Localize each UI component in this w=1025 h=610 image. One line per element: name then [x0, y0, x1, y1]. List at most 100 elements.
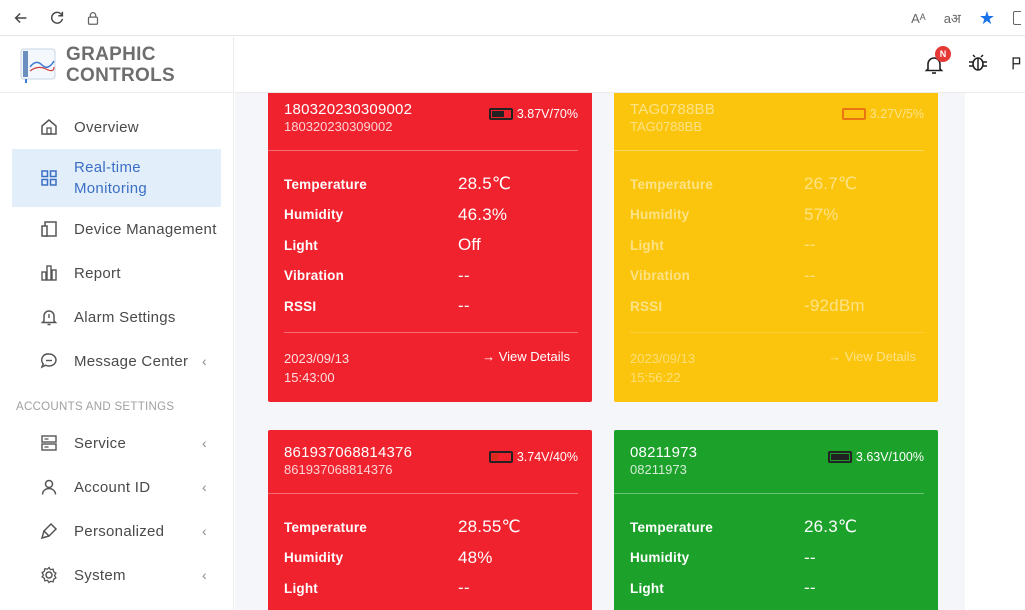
sidebar-item-label: System [74, 566, 126, 584]
read-aloud-icon[interactable]: Aᴬ [911, 10, 926, 26]
battery-text: 3.87V/70% [516, 107, 578, 121]
logo-mark-icon [20, 48, 56, 83]
metric-value: 26.3℃ [804, 517, 858, 537]
bug-icon[interactable] [967, 52, 989, 79]
last-update-time: 15:43:00 [284, 370, 335, 385]
last-update-date: 2023/09/13 [284, 351, 350, 366]
metric-label: Light [630, 580, 664, 596]
notification-bell-icon[interactable]: N [923, 46, 951, 76]
sidebar-item-report[interactable]: Report [12, 251, 221, 295]
device-card[interactable]: 861937068814376 861937068814376 3.74V/40… [268, 430, 592, 610]
battery-status: 3.74V/40% [488, 450, 578, 464]
favorite-star-icon[interactable]: ★ [978, 7, 995, 28]
sidebar-item-account-id[interactable]: Account ID ‹ [12, 465, 221, 509]
metric-row: Temperature 26.7℃ [630, 169, 922, 200]
last-update-date: 2023/09/13 [630, 351, 696, 366]
notification-badge: N [935, 46, 951, 62]
metric-row: RSSI -- [284, 291, 576, 322]
metric-label: Vibration [284, 268, 345, 284]
battery-text: 3.27V/5% [869, 107, 924, 121]
sidebar-item-message-center[interactable]: Message Center ‹ [12, 339, 221, 383]
device-title: TAG0788BB [630, 101, 715, 118]
sidebar-item-label: Message Center [74, 352, 189, 370]
battery-icon [488, 108, 513, 120]
battery-icon [488, 451, 513, 463]
sidebar-item-real-time-monitoring[interactable]: Real-time Monitoring [12, 149, 221, 207]
sidebar-item-label: Device Management [74, 220, 217, 238]
metric-row: Temperature 28.5℃ [284, 169, 576, 200]
monitoring-content: 180320230309002 180320230309002 3.87V/70… [235, 93, 965, 610]
metric-row: Vibration -- [630, 261, 922, 292]
metric-value: -- [458, 578, 470, 598]
metric-label: Humidity [630, 207, 690, 223]
back-icon[interactable] [6, 3, 36, 33]
device-title: 08211973 [630, 444, 698, 461]
metric-row: Light -- [630, 573, 922, 604]
battery-status: 3.63V/100% [827, 450, 924, 464]
device-card[interactable]: 180320230309002 180320230309002 3.87V/70… [268, 93, 592, 402]
chevron-left-icon: ‹ [202, 523, 207, 539]
metric-row: Humidity -- [630, 543, 922, 574]
logo[interactable]: GRAPHIC CONTROLS [0, 37, 233, 93]
metric-label: Humidity [284, 207, 344, 223]
lock-icon[interactable] [78, 3, 108, 33]
metric-row: Temperature 28.55℃ [284, 512, 576, 543]
sidebar-item-device-management[interactable]: Device Management [12, 207, 221, 251]
sidebar-item-label: Real-time Monitoring [74, 159, 148, 197]
metric-label: Light [284, 237, 318, 253]
home-icon [38, 116, 60, 138]
battery-text: 3.63V/100% [855, 450, 924, 464]
device-card[interactable]: TAG0788BB TAG0788BB 3.27V/5% Temperature… [614, 93, 938, 402]
user-icon [38, 476, 60, 498]
sidebar-item-label: Overview [74, 118, 139, 136]
metric-row: Humidity 46.3% [284, 200, 576, 231]
sidebar-item-overview[interactable]: Overview [12, 105, 221, 149]
sidebar-item-label: Account ID [74, 478, 151, 496]
sidebar-item-service[interactable]: Service ‹ [12, 421, 221, 465]
app-header: N [235, 37, 1025, 93]
chevron-left-icon: ‹ [202, 435, 207, 451]
browser-toolbar: Aᴬ aअ ★ [0, 0, 1025, 36]
metric-value: 28.5℃ [458, 174, 512, 194]
sidebar-item-label: Alarm Settings [74, 308, 176, 326]
logo-line2: CONTROLS [66, 64, 176, 86]
metric-row: Vibration -- [284, 261, 576, 292]
chevron-left-icon: ‹ [202, 567, 207, 583]
reload-icon[interactable] [42, 3, 72, 33]
metric-row: Humidity 48% [284, 543, 576, 574]
view-details-link[interactable]: → View Details [828, 349, 916, 364]
metric-label: Temperature [630, 176, 713, 192]
metric-value: Off [458, 235, 481, 255]
metric-label: RSSI [630, 298, 663, 314]
metric-label: Vibration [630, 268, 691, 284]
sidebar-item-system[interactable]: System ‹ [12, 553, 221, 597]
metric-label: Temperature [630, 519, 713, 535]
battery-status: 3.87V/70% [488, 107, 578, 121]
sidebar: GRAPHIC CONTROLS Overview Real-time Moni… [0, 37, 234, 610]
flag-icon[interactable] [1011, 52, 1021, 79]
brush-icon [38, 520, 60, 542]
view-details-link[interactable]: → View Details [482, 349, 570, 364]
device-subtitle: TAG0788BB [630, 119, 703, 134]
battery-icon [841, 108, 866, 120]
metric-value: 48% [458, 547, 493, 567]
alarm-bell-icon [38, 306, 60, 328]
grid-icon [38, 167, 60, 189]
sidebar-item-alarm-settings[interactable]: Alarm Settings [12, 295, 221, 339]
metric-label: Temperature [284, 519, 367, 535]
battery-status: 3.27V/5% [841, 107, 924, 121]
chevron-left-icon: ‹ [202, 353, 207, 369]
battery-icon [827, 451, 852, 463]
metric-row: Humidity 57% [630, 200, 922, 231]
logo-line1: GRAPHIC [66, 43, 156, 65]
sidebar-item-personalized[interactable]: Personalized ‹ [12, 509, 221, 553]
metric-value: -- [458, 265, 470, 285]
metric-value: -- [804, 578, 816, 598]
translate-icon[interactable]: aअ [943, 11, 961, 26]
metric-value: 57% [804, 204, 839, 224]
device-card[interactable]: 08211973 08211973 3.63V/100% Temperature… [614, 430, 938, 610]
bar-chart-icon [38, 262, 60, 284]
metric-value: -- [804, 547, 816, 567]
metric-value: 46.3% [458, 204, 508, 224]
browser-window-edge-icon[interactable] [1013, 11, 1021, 25]
